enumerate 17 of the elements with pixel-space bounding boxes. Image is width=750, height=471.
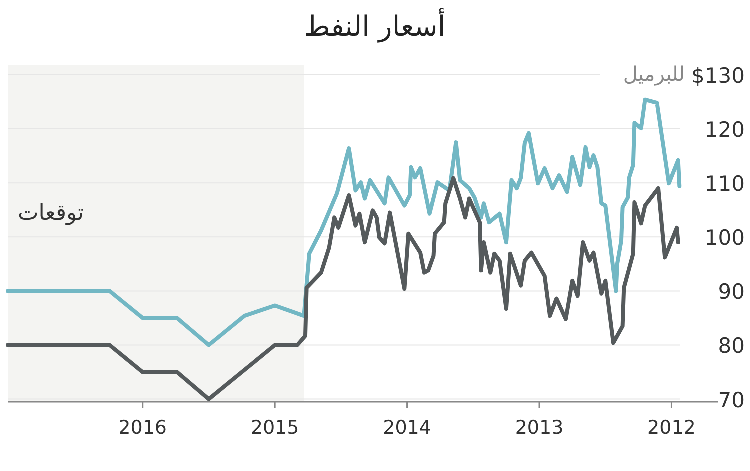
y-tick-label: $130 xyxy=(692,64,745,88)
y-tick-label: 120 xyxy=(704,118,745,142)
band-label: توقعات xyxy=(18,201,84,226)
y-tick-label: 110 xyxy=(704,172,745,196)
x-tick-label: 2015 xyxy=(250,417,300,439)
x-tick-label: 2014 xyxy=(383,417,432,439)
x-tick-label: 2012 xyxy=(648,417,696,439)
y-tick-label: 80 xyxy=(718,334,745,358)
y-tick-label: 90 xyxy=(718,280,745,304)
line-series xyxy=(6,176,680,402)
y-tick-label: 70 xyxy=(718,388,745,412)
x-tick-label: 2016 xyxy=(118,417,168,439)
x-tick-label: 2013 xyxy=(515,417,564,439)
line-series xyxy=(6,98,682,348)
y-axis-title: للبرميل xyxy=(623,62,685,86)
y-tick-label: 100 xyxy=(704,226,745,250)
chart-title: أسعار النفط xyxy=(304,8,446,43)
